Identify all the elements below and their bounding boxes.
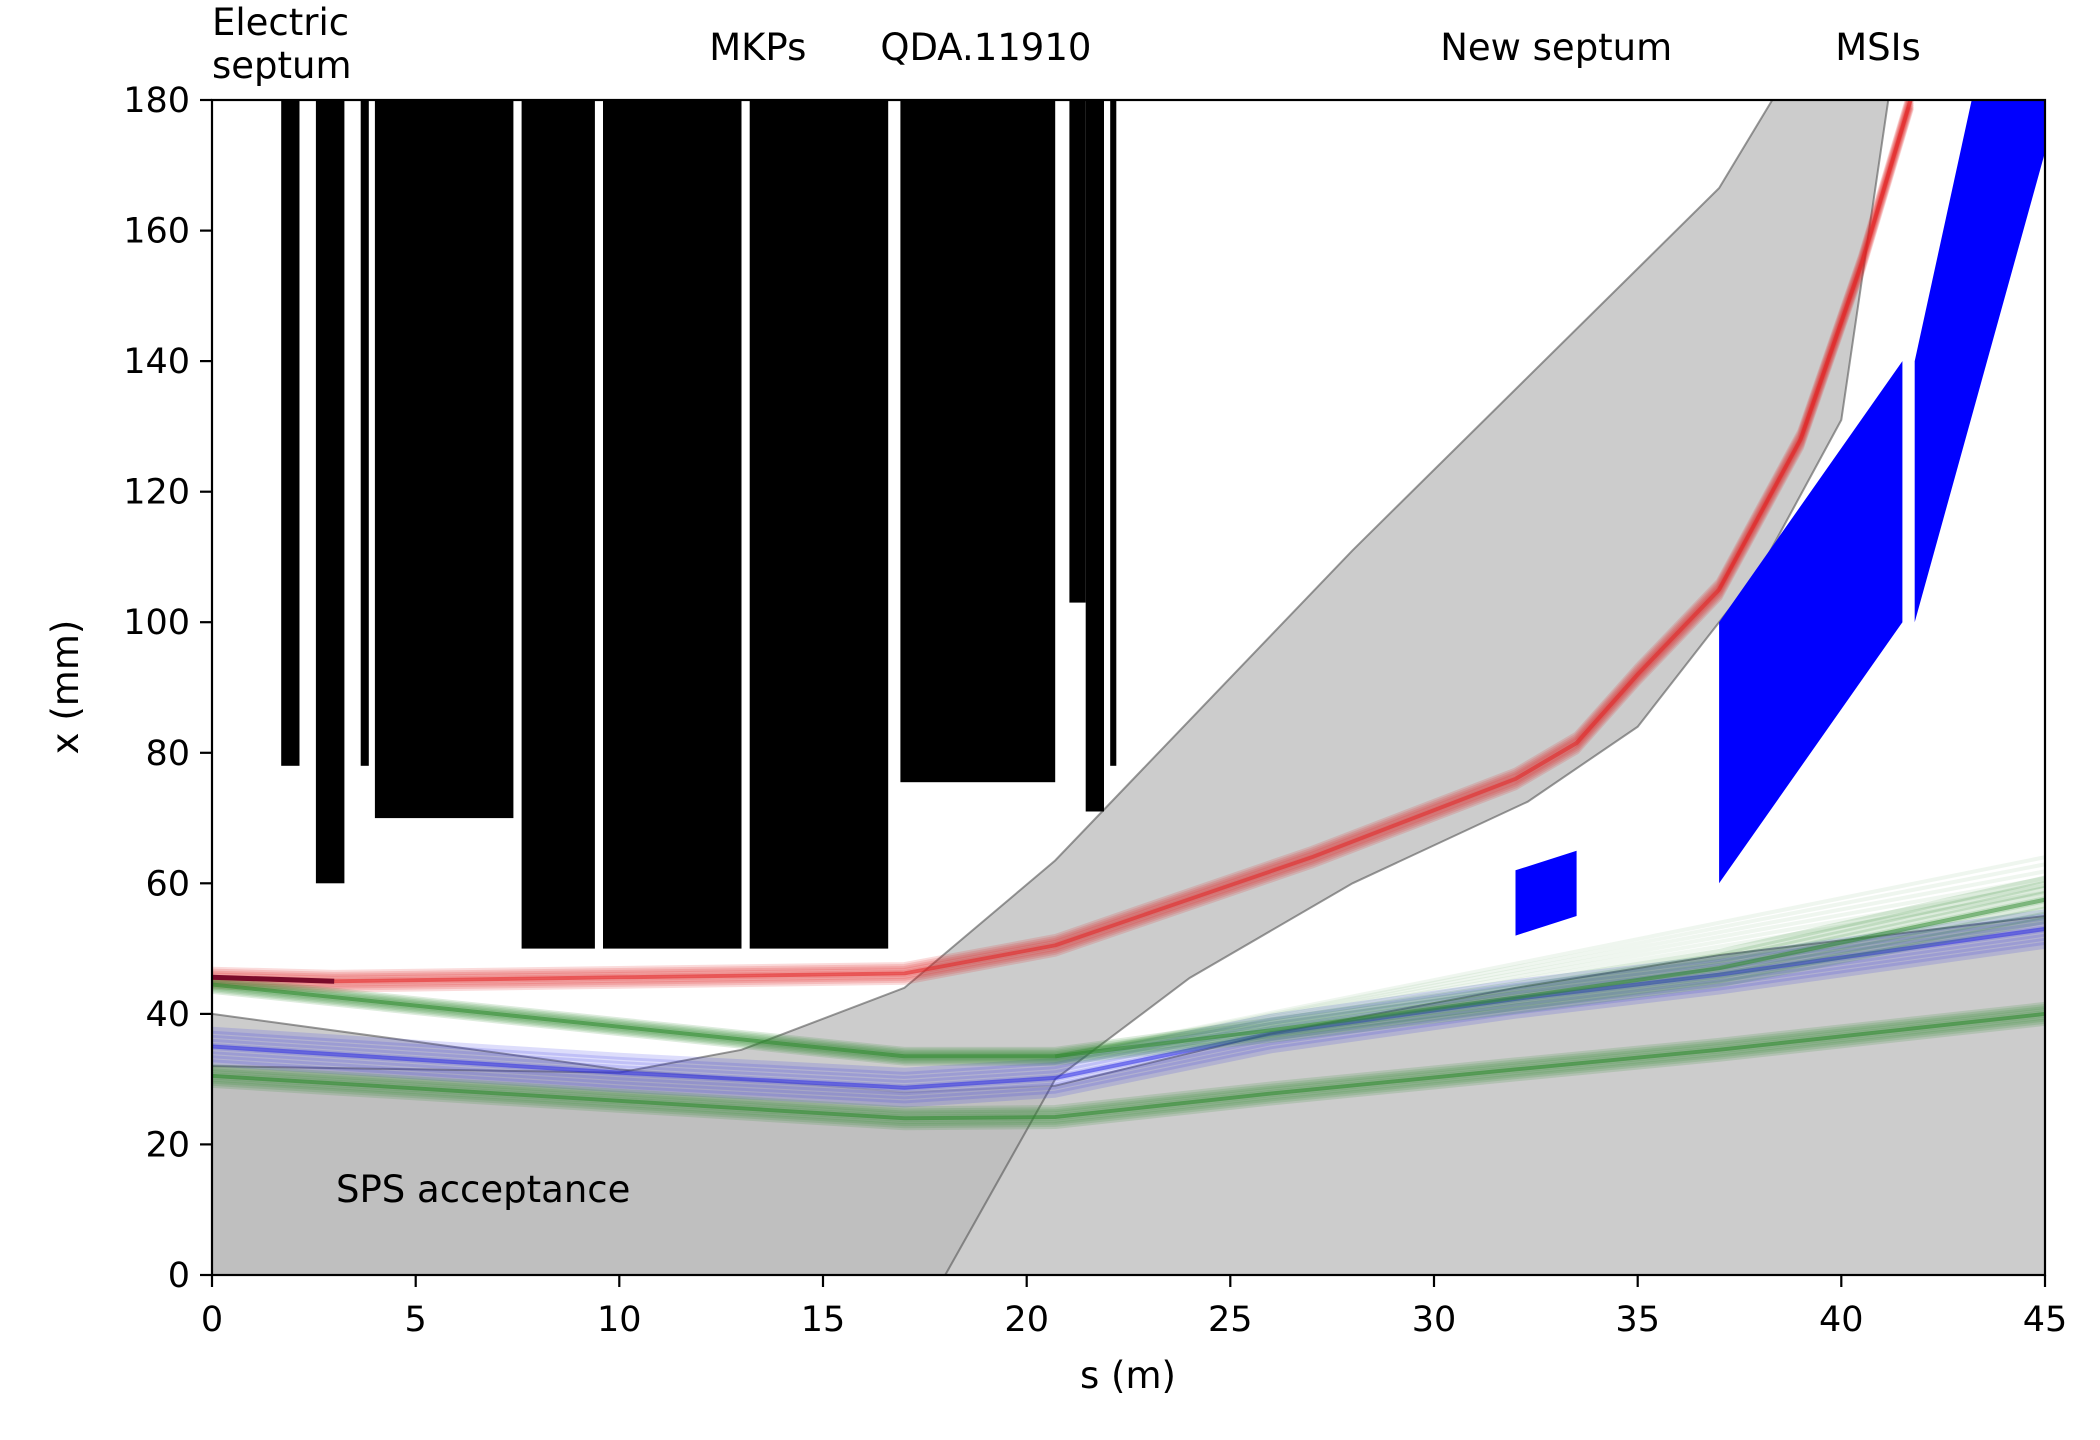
beam-line-2-7 bbox=[212, 917, 2045, 1083]
y-tick-label-120: 120 bbox=[123, 473, 190, 513]
beam-fan-3-3 bbox=[1054, 876, 2045, 1059]
beam-line-3-9 bbox=[212, 875, 2045, 1054]
beam-line-4-8 bbox=[212, 1004, 2045, 1116]
beam-line-2-9 bbox=[212, 909, 2045, 1075]
y-tick-label-80: 80 bbox=[145, 734, 190, 774]
beam-line-1-9 bbox=[212, 100, 1912, 977]
element-label-2: MKPs bbox=[709, 26, 806, 69]
x-tick-label-40: 40 bbox=[1819, 1300, 1864, 1340]
beam-core-3 bbox=[212, 897, 2045, 1059]
beam-series-1 bbox=[212, 100, 1914, 993]
aperture-block-8 bbox=[900, 100, 1056, 783]
aperture-block-2 bbox=[315, 100, 345, 884]
aperture-block-1 bbox=[281, 100, 300, 766]
x-tick-label-15: 15 bbox=[801, 1300, 846, 1340]
beam-line-2-3 bbox=[212, 933, 2045, 1100]
element-label-3: QDA.11910 bbox=[880, 26, 1091, 69]
beam-line-3-2 bbox=[212, 911, 2045, 1065]
plot-frame bbox=[210, 98, 2047, 1277]
beam-line-1-1 bbox=[212, 106, 1914, 993]
beam-line-3-1 bbox=[212, 916, 2045, 1066]
beam-line-3-7 bbox=[212, 885, 2045, 1057]
x-tick-label-30: 30 bbox=[1412, 1300, 1457, 1340]
aperture-block-11 bbox=[1110, 100, 1117, 766]
y-tick-label-40: 40 bbox=[145, 995, 190, 1035]
electric-septum-exit-segment bbox=[212, 974, 335, 984]
y-tick-label-100: 100 bbox=[123, 603, 190, 643]
x-tick-label-25: 25 bbox=[1208, 1300, 1253, 1340]
element-label-1: Electric septum bbox=[212, 1, 352, 87]
beam-line-1-2 bbox=[212, 104, 1914, 991]
aperture-block-10 bbox=[1085, 100, 1104, 812]
beam-line-4-6 bbox=[212, 1008, 2045, 1120]
beam-core-4 bbox=[212, 1011, 2045, 1121]
beam-line-4-9 bbox=[212, 1001, 2045, 1114]
element-label-line-1: Electric bbox=[212, 1, 349, 44]
beam-line-2-4 bbox=[212, 929, 2045, 1096]
new-element-2 bbox=[1719, 361, 1903, 884]
beam-line-3-3 bbox=[212, 906, 2045, 1063]
beam-fan-3-2 bbox=[1054, 883, 2045, 1059]
beam-series-3 bbox=[212, 855, 2045, 1066]
beam-line-3-8 bbox=[212, 880, 2045, 1056]
aperture-block-6 bbox=[603, 100, 742, 949]
new-element-1 bbox=[1515, 850, 1577, 936]
element-labels: Electric septum MKPs QDA.11910 New septum MSI… bbox=[212, 1, 1921, 87]
beam-line-2-1 bbox=[212, 941, 2045, 1108]
beam-line-4-3 bbox=[212, 1014, 2045, 1127]
beam-line-4-7 bbox=[212, 1006, 2045, 1118]
x-axis-label: s (m) bbox=[1080, 1354, 1176, 1397]
y-tick-label-20: 20 bbox=[145, 1125, 190, 1165]
y-axis-label: x (mm) bbox=[44, 620, 87, 755]
beam-core-1 bbox=[212, 100, 1913, 984]
y-tick-label-0: 0 bbox=[168, 1256, 190, 1296]
x-tick-label-0: 0 bbox=[201, 1300, 223, 1340]
sps-acceptance-label: SPS acceptance bbox=[336, 1168, 630, 1211]
plot-area bbox=[212, 100, 2045, 1275]
x-tick-label-20: 20 bbox=[1004, 1300, 1049, 1340]
y-tick-label-60: 60 bbox=[145, 864, 190, 904]
element-label-4: New septum bbox=[1440, 26, 1672, 69]
beam-fan-3-4 bbox=[1054, 869, 2045, 1059]
aperture-block-7 bbox=[749, 100, 889, 949]
aperture-block-4 bbox=[374, 100, 514, 819]
x-tick-label-10: 10 bbox=[597, 1300, 642, 1340]
new-element-3 bbox=[1914, 100, 2045, 623]
x-tick-label-35: 35 bbox=[1615, 1300, 1660, 1340]
beam-core-2 bbox=[212, 927, 2045, 1090]
y-axis-ticks: 0 20 40 60 80 100 120 140 160 180 bbox=[123, 81, 212, 1296]
acceptance-region-2 bbox=[212, 100, 1890, 1275]
beam-line-4-4 bbox=[212, 1012, 2045, 1124]
y-tick-label-140: 140 bbox=[123, 342, 190, 382]
y-tick-label-180: 180 bbox=[123, 81, 190, 121]
beam-line-2-2 bbox=[212, 937, 2045, 1104]
aperture-block-5 bbox=[521, 100, 595, 949]
element-label-line-2: septum bbox=[212, 44, 352, 87]
beam-line-4-2 bbox=[212, 1016, 2045, 1129]
x-tick-label-45: 45 bbox=[2023, 1300, 2068, 1340]
beam-line-4-1 bbox=[212, 1018, 2045, 1131]
aperture-block-3 bbox=[360, 100, 369, 766]
x-axis-ticks: 0 5 10 15 20 25 30 35 40 45 bbox=[201, 1275, 2067, 1340]
beam-fan-3-5 bbox=[1054, 862, 2045, 1059]
beam-series-4 bbox=[212, 1001, 2045, 1131]
y-tick-label-160: 160 bbox=[123, 212, 190, 252]
beam-fan-3-1 bbox=[1054, 890, 2045, 1059]
aperture-block-9 bbox=[1069, 100, 1086, 603]
beam-fan-3-6 bbox=[1054, 855, 2045, 1059]
x-tick-label-5: 5 bbox=[405, 1300, 427, 1340]
element-label-5: MSIs bbox=[1835, 26, 1921, 69]
